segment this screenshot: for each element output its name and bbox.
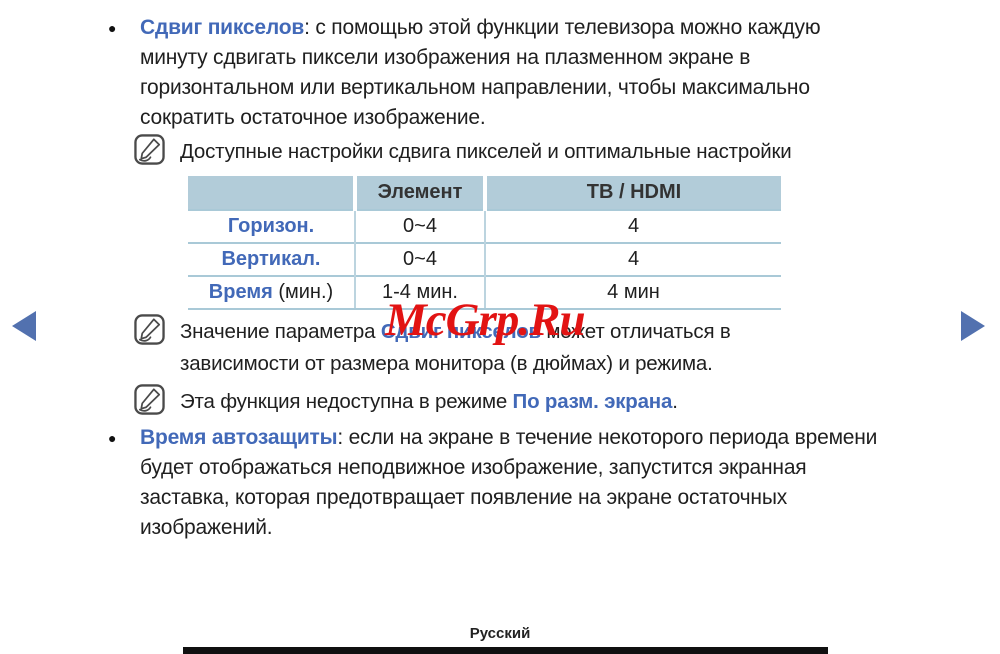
row-tv-hdmi-value: 4 bbox=[484, 242, 781, 276]
footer-bar bbox=[183, 647, 828, 654]
pixel-shift-description: : с помощью этой функции телевизора можн… bbox=[140, 16, 821, 129]
auto-protection-term: Время автозащиты bbox=[140, 426, 338, 449]
pixel-shift-paragraph: Сдвиг пикселов: с помощью этой функции т… bbox=[140, 13, 885, 133]
table-row: Горизон. 0~4 4 bbox=[188, 209, 781, 243]
note3-pre: Эта функция недоступна в режиме bbox=[180, 390, 513, 413]
row-tv-hdmi-value: 4 bbox=[484, 209, 781, 243]
pixel-shift-settings-table: Элемент ТВ / HDMI Горизон. 0~4 4 Вертика… bbox=[188, 176, 781, 310]
row-tv-hdmi-value: 4 мин bbox=[484, 275, 781, 310]
right-arrow-icon bbox=[961, 311, 985, 341]
row-label-vertical: Вертикал. bbox=[221, 248, 321, 270]
row-element-value: 0~4 bbox=[354, 242, 485, 276]
note3-screen-fit-term: По разм. экрана bbox=[512, 390, 673, 413]
table-header-tv-hdmi: ТВ / HDMI bbox=[483, 176, 781, 210]
bullet-icon: ● bbox=[108, 430, 117, 446]
auto-protection-description: : если на экране в течение некоторого пе… bbox=[140, 426, 878, 539]
note-unavailable-mode-text: Эта функция недоступна в режиме По разм.… bbox=[180, 386, 678, 418]
row-label-time: Время bbox=[208, 281, 273, 303]
note2-pixel-shift-term: Сдвиг пикселов bbox=[380, 320, 541, 343]
row-label-cell: Горизон. bbox=[188, 209, 355, 243]
pixel-shift-term: Сдвиг пикселов bbox=[140, 16, 305, 39]
note2-post: может отличаться в зависимости от размер… bbox=[180, 320, 731, 375]
note-value-may-differ-text: Значение параметра Сдвиг пикселов может … bbox=[180, 316, 830, 380]
row-label-cell: Вертикал. bbox=[188, 242, 355, 276]
table-row: Вертикал. 0~4 4 bbox=[188, 242, 781, 276]
table-row: Время (мин.) 1-4 мин. 4 мин bbox=[188, 275, 781, 310]
bullet-item-auto-protection: ● Время автозащиты: если на экране в теч… bbox=[108, 423, 898, 543]
next-page-button[interactable] bbox=[961, 310, 987, 342]
row-element-value: 1-4 мин. bbox=[354, 275, 485, 310]
note-pencil-icon bbox=[134, 384, 165, 415]
note-pencil-icon bbox=[134, 314, 165, 345]
table-header-row: Элемент ТВ / HDMI bbox=[188, 176, 781, 210]
prev-page-button[interactable] bbox=[12, 310, 38, 342]
note-pencil-icon bbox=[134, 134, 165, 165]
table-header-empty bbox=[188, 176, 355, 210]
bullet-item-pixel-shift: ● Сдвиг пикселов: с помощью этой функции… bbox=[108, 13, 898, 133]
row-label-horizontal: Горизон. bbox=[227, 215, 315, 237]
note-value-may-differ: Значение параметра Сдвиг пикселов может … bbox=[134, 314, 830, 380]
auto-protection-paragraph: Время автозащиты: если на экране в течен… bbox=[140, 423, 885, 543]
row-label-cell: Время (мин.) bbox=[188, 275, 355, 310]
left-arrow-icon bbox=[12, 311, 36, 341]
note2-pre: Значение параметра bbox=[180, 320, 381, 343]
language-footer-label: Русский bbox=[469, 625, 531, 642]
watermark: McGrp.Ru bbox=[385, 294, 586, 346]
bullet-icon: ● bbox=[108, 20, 117, 36]
table-header-element: Элемент bbox=[353, 176, 485, 210]
row-element-value: 0~4 bbox=[354, 209, 485, 243]
note3-post: . bbox=[672, 390, 678, 413]
note-available-settings: Доступные настройки сдвига пикселей и оп… bbox=[134, 134, 792, 168]
note-unavailable-mode: Эта функция недоступна в режиме По разм.… bbox=[134, 384, 678, 418]
note-available-settings-text: Доступные настройки сдвига пикселей и оп… bbox=[180, 140, 792, 163]
